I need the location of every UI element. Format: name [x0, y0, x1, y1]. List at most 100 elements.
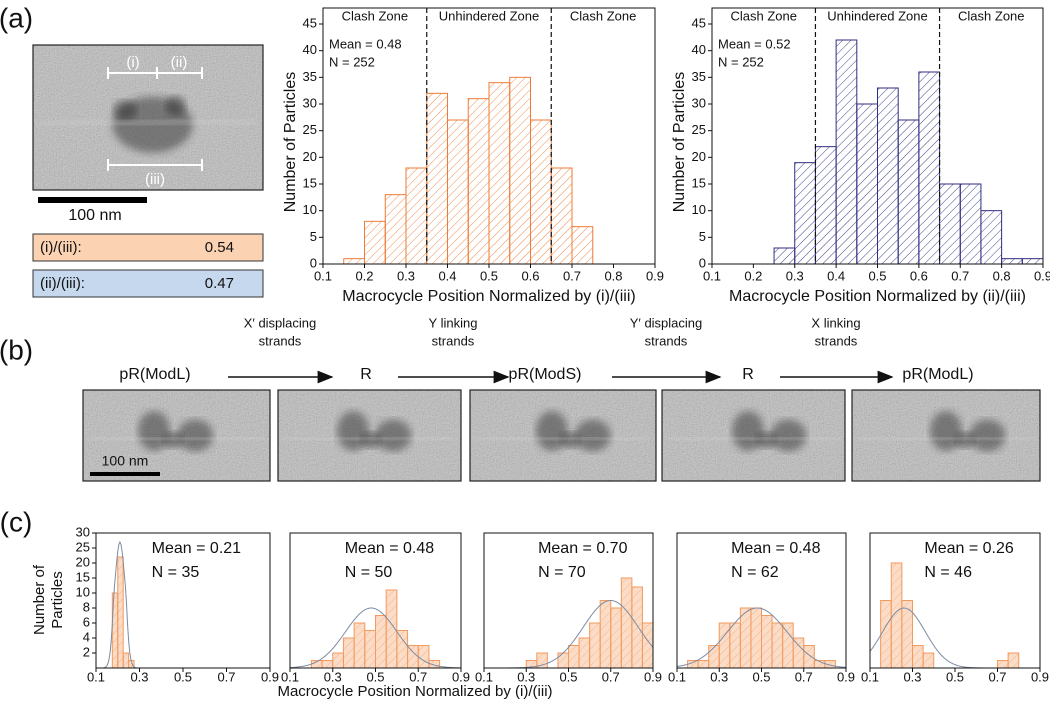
- micrograph-particle: [930, 410, 962, 451]
- micrograph-particle: [574, 419, 611, 452]
- ratio-label: (i)/(iii):: [40, 239, 82, 256]
- x-axis-label: Macrocycle Position Normalized by (ii)/(…: [729, 288, 1026, 305]
- ratio-value: 0.47: [205, 275, 234, 292]
- step-label: X linking: [811, 315, 860, 330]
- bar: [739, 607, 752, 669]
- annotation: N = 70: [538, 564, 586, 581]
- micrograph-particle: [954, 432, 975, 449]
- bar: [856, 103, 878, 265]
- y-tick-label: 45: [692, 15, 706, 30]
- y-axis-label: Number of Particles: [671, 72, 688, 213]
- y-tick-label: 35: [303, 69, 317, 84]
- micrograph-frame: [277, 389, 462, 482]
- y-tick-label: 15: [692, 175, 706, 190]
- x-tick-label: 0.5: [559, 669, 577, 684]
- x-tick-label: 0.7: [795, 669, 813, 684]
- micrograph-particle: [535, 410, 568, 451]
- step-label: strands: [432, 333, 475, 348]
- bar: [814, 146, 837, 265]
- bar: [803, 645, 815, 669]
- annotation: N = 252: [718, 54, 764, 69]
- bar: [697, 660, 710, 669]
- ratio-value: 0.54: [205, 239, 234, 256]
- annotation: Mean = 0.48: [329, 36, 402, 51]
- annotation: Mean = 0.26: [924, 540, 1014, 557]
- y-tick-label: 40: [692, 42, 706, 57]
- x-tick-label: 0.5: [946, 669, 964, 684]
- bar: [773, 247, 796, 265]
- bar: [571, 226, 594, 265]
- scale-bar: [38, 197, 147, 203]
- x-tick-label: 0.6: [521, 268, 539, 283]
- y-tick-label: 20: [692, 149, 706, 164]
- x-tick-label: 0.1: [668, 669, 686, 684]
- y-tick-label: 35: [692, 69, 706, 84]
- x-tick-label: 0.3: [517, 669, 535, 684]
- x-tick-label: 0.1: [314, 268, 332, 283]
- x-tick-label: 0.5: [174, 669, 192, 684]
- micrograph-strand: [857, 435, 1035, 442]
- zone-label: Unhindered Zone: [439, 8, 539, 23]
- y-axis-label: Particles: [49, 571, 66, 629]
- y-tick-label: 5: [699, 229, 706, 244]
- bar: [509, 76, 531, 265]
- bar: [467, 98, 490, 265]
- step-label: X′ displacing: [244, 315, 317, 330]
- bar: [405, 167, 428, 265]
- step-label: strands: [645, 333, 688, 348]
- x-tick-label: 0.7: [951, 268, 969, 283]
- bar: [708, 645, 720, 669]
- micrograph-frame: [32, 44, 264, 191]
- zone-label: Unhindered Zone: [827, 8, 927, 23]
- y-tick-label: 0: [699, 255, 706, 270]
- x-tick-label: 0.7: [988, 669, 1006, 684]
- x-tick-label: 0.9: [452, 669, 470, 684]
- bar: [599, 600, 612, 669]
- y-tick-label: 15: [76, 569, 90, 584]
- annotation: N = 252: [329, 54, 375, 69]
- y-axis-label: Number of Particles: [282, 72, 299, 213]
- bar: [880, 600, 892, 669]
- bar: [620, 577, 633, 669]
- micrograph-frame: [661, 389, 846, 482]
- y-tick-label: 5: [310, 229, 317, 244]
- x-tick-label: 0.1: [281, 669, 299, 684]
- bar: [912, 645, 924, 669]
- bar: [631, 586, 643, 669]
- x-tick-label: 0.9: [261, 669, 279, 684]
- micrograph-particle: [770, 419, 807, 452]
- bar: [718, 622, 731, 669]
- panel-label: (b): [0, 334, 33, 365]
- annotation: Mean = 0.48: [731, 540, 821, 557]
- step-label: Y linking: [429, 315, 478, 330]
- x-tick-label: 0.7: [563, 268, 581, 283]
- annotation: Mean = 0.21: [152, 540, 242, 557]
- y-tick-label: 8: [83, 599, 90, 614]
- bar: [550, 167, 573, 265]
- bar: [557, 652, 569, 669]
- x-tick-label: 0.9: [1034, 268, 1050, 283]
- x-tick-label: 0.9: [644, 669, 662, 684]
- x-tick-label: 0.3: [903, 669, 921, 684]
- micrograph-particle: [732, 410, 765, 451]
- x-tick-label: 0.7: [602, 669, 620, 684]
- bar: [447, 119, 469, 265]
- ratio-box: [32, 269, 264, 298]
- step-label: strands: [815, 333, 858, 348]
- bar: [568, 645, 580, 669]
- state-label: pR(ModL): [119, 366, 190, 383]
- state-label: pR(ModL): [902, 366, 973, 383]
- state-label: R: [360, 366, 372, 383]
- bar: [980, 210, 1003, 265]
- ratio-box: [32, 233, 264, 262]
- x-tick-label: 0.4: [827, 268, 845, 283]
- x-axis-label: Macrocycle Position Normalized by (i)/(i…: [277, 683, 552, 700]
- bar: [1021, 258, 1044, 265]
- annotation: N = 46: [924, 564, 972, 581]
- x-tick-label: 0.2: [744, 268, 762, 283]
- y-tick-label: 6: [83, 614, 90, 629]
- state-label: pR(ModS): [509, 366, 582, 383]
- panel-label: (a): [0, 2, 33, 33]
- micrograph-particle: [375, 419, 412, 452]
- bar: [610, 607, 622, 669]
